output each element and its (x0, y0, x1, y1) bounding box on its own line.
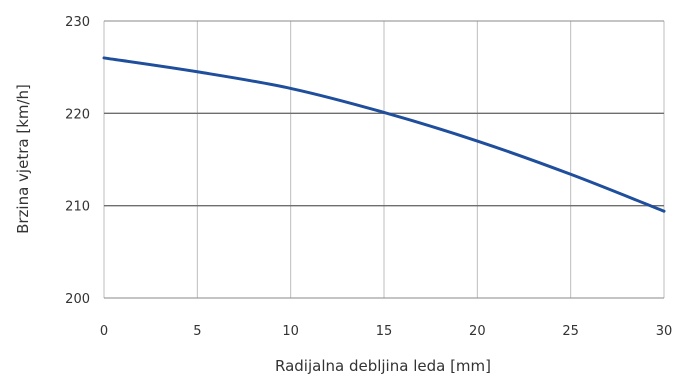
y-axis-label: Brzina vjetra [km/h] (14, 84, 32, 234)
y-tick-label: 220 (65, 107, 90, 122)
x-tick-label: 20 (469, 324, 486, 339)
x-tick-label: 5 (193, 324, 201, 339)
x-tick-label: 0 (100, 324, 108, 339)
tick-labels: 0 5 10 15 20 25 30 200 210 220 230 (65, 15, 672, 339)
x-tick-label: 30 (656, 324, 673, 339)
y-tick-label: 210 (65, 200, 90, 215)
x-tick-label: 25 (562, 324, 579, 339)
x-axis-label: Radijalna debljina leda [mm] (275, 357, 491, 375)
y-tick-label: 230 (65, 15, 90, 30)
grid (103, 20, 665, 299)
series-layer (102, 56, 666, 213)
series-line (102, 56, 666, 213)
y-tick-label: 200 (65, 292, 90, 307)
x-tick-label: 15 (376, 324, 393, 339)
x-tick-label: 10 (282, 324, 299, 339)
